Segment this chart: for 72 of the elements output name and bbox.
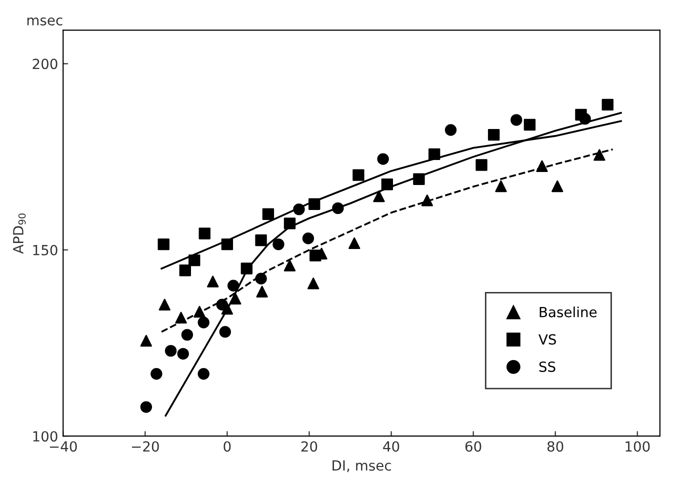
point xyxy=(308,198,320,210)
point xyxy=(307,278,320,290)
point xyxy=(256,286,268,298)
point xyxy=(181,328,194,341)
legend-label: VS xyxy=(538,334,556,345)
point xyxy=(179,264,191,276)
x-tick-label: 100 xyxy=(626,441,650,452)
point xyxy=(332,202,344,214)
point xyxy=(579,112,591,125)
y-tick-label: 200 xyxy=(32,58,58,70)
point xyxy=(164,344,177,357)
point xyxy=(552,180,564,192)
point xyxy=(158,238,170,250)
text: msec xyxy=(27,18,62,26)
point xyxy=(198,368,210,380)
y-axis-title: APD$_{90}$ xyxy=(13,213,26,254)
point xyxy=(352,169,364,181)
line-series xyxy=(164,112,622,417)
point xyxy=(216,298,228,310)
point xyxy=(602,98,614,111)
point xyxy=(413,173,425,185)
legend-label: SS xyxy=(539,361,556,372)
point xyxy=(421,194,433,206)
point xyxy=(194,306,206,318)
point xyxy=(510,114,522,126)
point xyxy=(262,208,274,220)
point xyxy=(150,368,162,380)
point xyxy=(198,228,210,240)
point xyxy=(293,203,305,216)
point xyxy=(488,128,500,141)
point xyxy=(524,118,536,131)
x-axis-title: DI, msec xyxy=(332,460,391,472)
x-tick-label: −40 xyxy=(50,441,77,452)
point xyxy=(198,316,210,328)
y-tick-label: 100 xyxy=(33,431,58,442)
point xyxy=(284,218,296,230)
point xyxy=(206,276,219,288)
point xyxy=(495,180,507,192)
point xyxy=(377,153,389,165)
point xyxy=(219,326,231,338)
point xyxy=(310,250,322,262)
point xyxy=(158,298,170,310)
point xyxy=(428,148,440,160)
point xyxy=(272,238,284,250)
point xyxy=(221,238,234,250)
point xyxy=(302,232,314,244)
legend-label: Baseline xyxy=(540,306,597,318)
x-tick-label: 0 xyxy=(224,441,231,452)
point xyxy=(594,149,606,161)
point xyxy=(348,237,360,250)
point xyxy=(227,280,240,292)
point xyxy=(536,160,548,172)
point xyxy=(444,124,457,136)
point xyxy=(373,190,385,202)
y-tick-label: 150 xyxy=(33,244,58,256)
point xyxy=(381,178,394,190)
point xyxy=(140,334,152,347)
point xyxy=(284,260,296,272)
x-tick-label: 20 xyxy=(301,441,318,452)
point xyxy=(140,401,152,413)
point xyxy=(177,348,189,360)
point xyxy=(175,312,187,324)
point xyxy=(188,254,200,266)
x-tick-label: 80 xyxy=(547,441,564,452)
point xyxy=(240,262,253,274)
point xyxy=(255,234,267,246)
x-tick-label: −20 xyxy=(132,441,159,452)
point xyxy=(255,272,267,284)
point xyxy=(476,159,488,171)
point xyxy=(230,292,242,305)
x-tick-label: 60 xyxy=(465,441,482,452)
x-tick-label: 40 xyxy=(383,441,400,452)
